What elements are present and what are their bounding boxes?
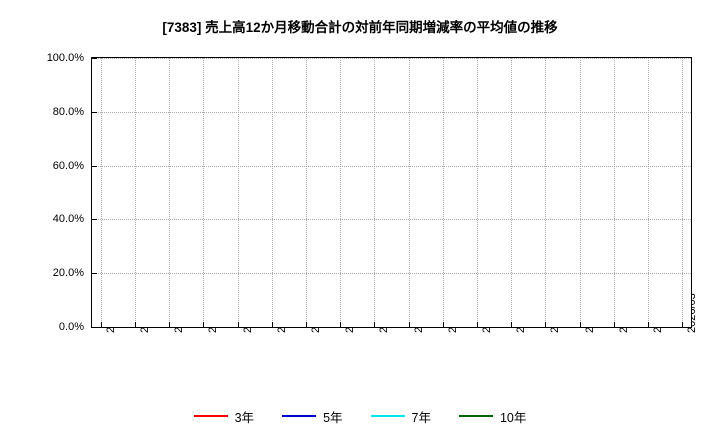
y-tick-mark [92, 111, 97, 113]
legend-item[interactable]: 3年 [193, 407, 255, 426]
plot-area [91, 57, 692, 328]
y-tick-label: 0.0% [58, 321, 84, 333]
gridline-vertical [614, 58, 615, 327]
gridline-horizontal [92, 111, 691, 113]
x-tick-mark [477, 322, 478, 327]
y-tick-mark [92, 327, 97, 328]
gridline-vertical [511, 58, 512, 327]
legend-color-swatch [458, 415, 493, 417]
gridline-vertical [648, 58, 649, 327]
legend-item[interactable]: 7年 [370, 407, 431, 426]
x-tick-mark [648, 322, 649, 327]
gridline-vertical [580, 58, 581, 327]
gridline-vertical [169, 58, 170, 327]
x-tick-mark [306, 322, 307, 327]
gridline-horizontal [92, 219, 691, 221]
x-tick-mark [135, 322, 136, 327]
y-tick-label: 60.0% [52, 159, 84, 172]
x-tick-mark [272, 322, 273, 327]
x-tick-mark [511, 322, 512, 327]
x-tick-mark [409, 322, 410, 327]
legend-color-swatch [282, 415, 317, 417]
gridline-vertical [306, 58, 307, 327]
x-tick-mark [580, 322, 581, 327]
y-tick-mark [92, 219, 97, 221]
x-tick-mark [614, 322, 615, 327]
series-svg [92, 58, 691, 327]
y-tick-mark [92, 165, 97, 167]
y-tick-label: 100.0% [46, 52, 84, 64]
legend-item[interactable]: 10年 [458, 407, 527, 426]
chart-title: [7383] 売上高12か月移動合計の対前年同期増減率の平均値の推移 [162, 20, 558, 35]
gridline-vertical [101, 58, 102, 327]
gridline-vertical [340, 58, 341, 327]
gridline-vertical [409, 58, 410, 327]
gridline-vertical [238, 58, 239, 327]
x-tick-mark [203, 322, 204, 327]
gridline-vertical [477, 58, 478, 327]
x-tick-mark [340, 322, 341, 327]
x-tick-mark [169, 322, 170, 327]
chart-legend: 3年 5年 7年 10年 [0, 406, 720, 426]
gridline-vertical [443, 58, 444, 327]
x-tick-mark [238, 322, 239, 327]
gridline-vertical [545, 58, 546, 327]
legend-label: 10年 [499, 410, 527, 425]
y-tick-label: 20.0% [52, 267, 84, 280]
y-tick-mark [92, 273, 97, 275]
legend-label: 7年 [411, 410, 431, 425]
x-tick-mark [682, 322, 683, 327]
legend-label: 3年 [234, 410, 255, 425]
x-tick-mark [545, 322, 546, 327]
x-tick-mark [101, 322, 102, 327]
gridline-vertical [374, 58, 375, 327]
y-tick-mark [92, 58, 97, 59]
legend-color-swatch [370, 415, 405, 417]
x-tick-mark [443, 322, 444, 327]
gridline-vertical [135, 58, 136, 327]
gridline-horizontal [92, 165, 691, 167]
y-tick-label: 80.0% [52, 105, 84, 118]
legend-item[interactable]: 5年 [282, 407, 343, 426]
gridline-vertical [272, 58, 273, 327]
legend-label: 5年 [323, 410, 343, 425]
gridline-horizontal [92, 58, 691, 59]
gridline-horizontal [92, 273, 691, 275]
x-tick-mark [374, 322, 375, 327]
gridline-vertical [203, 58, 204, 327]
gridline-vertical [682, 58, 683, 327]
legend-color-swatch [193, 415, 228, 417]
y-tick-label: 40.0% [52, 213, 84, 226]
